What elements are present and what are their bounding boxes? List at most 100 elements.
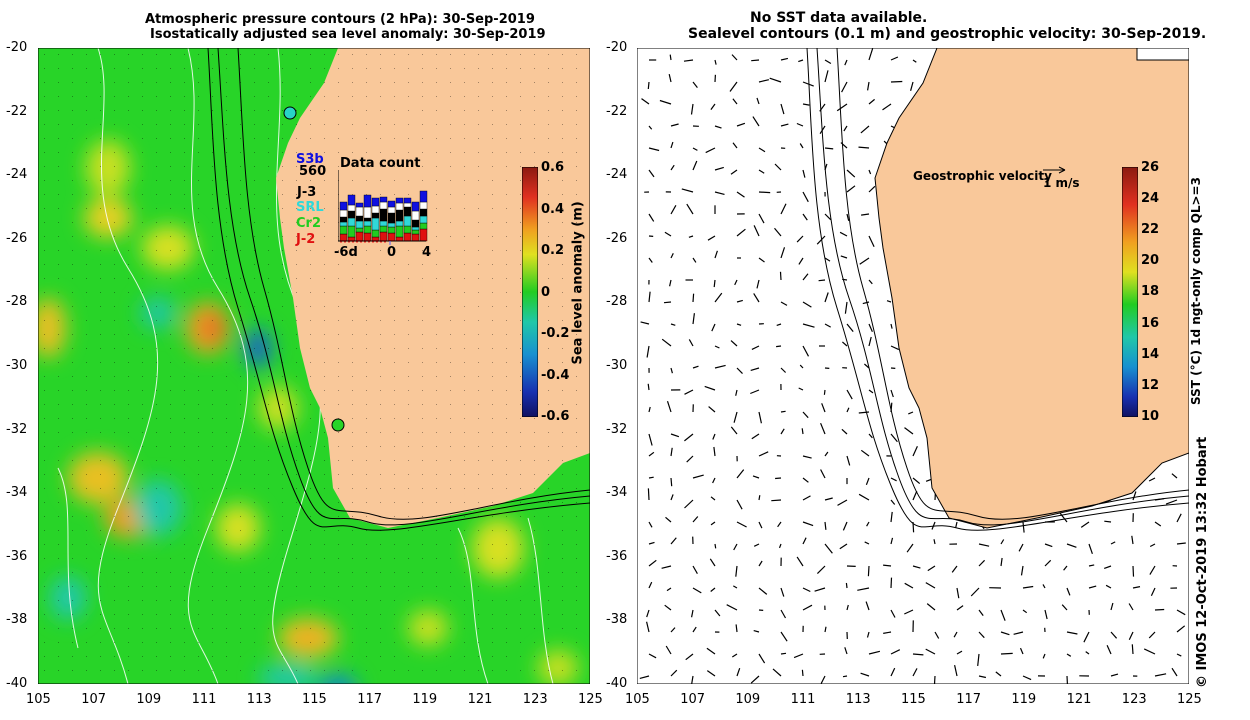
left-y-tick: -36 (6, 548, 28, 564)
velocity-vector (912, 445, 918, 457)
sat-label-cr2: Cr2 (296, 216, 321, 231)
right-x-tick: 115 (901, 692, 926, 707)
velocity-vector (661, 338, 672, 347)
velocity-vector (710, 496, 716, 501)
velocity-vector (925, 648, 936, 655)
velocity-vector (713, 279, 716, 288)
velocity-vector (953, 631, 958, 638)
histogram-segment (363, 225, 372, 234)
velocity-vector (1022, 675, 1032, 681)
velocity-vector (1061, 604, 1068, 611)
velocity-vector (798, 59, 804, 63)
velocity-vector (692, 257, 697, 263)
right-y-tick: -34 (606, 485, 628, 501)
velocity-vector (646, 621, 650, 633)
velocity-vector (736, 122, 746, 127)
velocity-vector (685, 653, 694, 661)
velocity-vector (1176, 513, 1182, 523)
velocity-vector (802, 495, 811, 501)
velocity-vector (859, 257, 870, 265)
velocity-vector (802, 521, 814, 527)
velocity-vector (933, 675, 936, 684)
velocity-vector (824, 257, 831, 262)
velocity-vector (837, 499, 848, 506)
velocity-vector (734, 279, 738, 286)
velocity-vector (669, 54, 672, 61)
velocity-vector (868, 169, 872, 175)
velocity-vector (802, 323, 815, 328)
velocity-vector (648, 451, 655, 457)
left-x-tick: 117 (357, 692, 383, 707)
velocity-vector (868, 279, 873, 285)
velocity-vector (670, 367, 673, 374)
velocity-vector (864, 541, 870, 545)
velocity-vector (670, 494, 674, 501)
histogram-segment (339, 225, 348, 235)
histogram-segment (347, 217, 356, 227)
histogram-segment (387, 200, 396, 208)
velocity-vector (648, 169, 655, 178)
left-y-tick: -28 (6, 294, 28, 310)
velocity-vector (1128, 631, 1134, 640)
right-y-tick: -22 (606, 103, 628, 119)
velocity-vector (1132, 565, 1135, 577)
velocity-vector (648, 433, 653, 446)
velocity-vector (846, 389, 853, 400)
histogram-segment (411, 233, 420, 242)
velocity-vector (904, 609, 914, 615)
histogram-segment (355, 215, 364, 222)
velocity-vector (846, 323, 854, 332)
velocity-vector (726, 604, 738, 611)
histogram-segment (395, 225, 404, 238)
velocity-vector (670, 627, 676, 633)
velocity-vector (890, 477, 897, 482)
velocity-vector (798, 257, 804, 265)
velocity-vector (890, 577, 893, 589)
sat-label-560: 560 (299, 164, 327, 179)
velocity-vector (780, 631, 788, 642)
sat-label-j3: J-3 (297, 185, 317, 200)
velocity-vector (1088, 564, 1095, 567)
velocity-vector (670, 123, 679, 127)
sat-label-s3b: S3b (296, 152, 324, 167)
velocity-vector (1083, 631, 1090, 643)
velocity-vector (1176, 653, 1182, 657)
velocity-vector (890, 667, 896, 677)
velocity-vector (1088, 585, 1097, 589)
histogram-segment (387, 222, 396, 228)
velocity-vector (735, 565, 738, 577)
velocity-vector (647, 488, 650, 501)
velocity-vector (868, 185, 876, 193)
velocity-vector (799, 143, 804, 149)
velocity-vector (780, 367, 787, 373)
velocity-vector (648, 581, 653, 589)
data-count-xlabel: 4 (422, 245, 432, 260)
velocity-vector (758, 560, 763, 567)
velocity-vector (670, 205, 677, 215)
histogram-segment (347, 225, 356, 238)
velocity-vector (824, 626, 827, 633)
data-count-histogram (338, 170, 428, 245)
velocity-vector (758, 411, 762, 424)
velocity-vector (802, 169, 806, 178)
velocity-vector (868, 98, 875, 105)
velocity-vector (692, 147, 698, 151)
velocity-vector (714, 364, 726, 369)
velocity-vector (769, 77, 782, 83)
right-colorbar (1122, 167, 1138, 417)
velocity-vector (670, 141, 674, 149)
velocity-vector (780, 57, 789, 61)
velocity-vector (758, 451, 769, 457)
velocity-vector (1044, 543, 1053, 548)
velocity-vector (824, 292, 829, 303)
velocity-vector (883, 564, 892, 567)
velocity-vector (883, 631, 892, 634)
histogram-segment (355, 227, 364, 233)
velocity-vector (688, 235, 694, 238)
velocity-vector (886, 300, 892, 303)
velocity-vector (641, 98, 650, 105)
velocity-vector (692, 313, 695, 325)
right-y-tick: -28 (606, 294, 628, 310)
velocity-vector (890, 609, 896, 618)
velocity-vector (733, 585, 738, 589)
